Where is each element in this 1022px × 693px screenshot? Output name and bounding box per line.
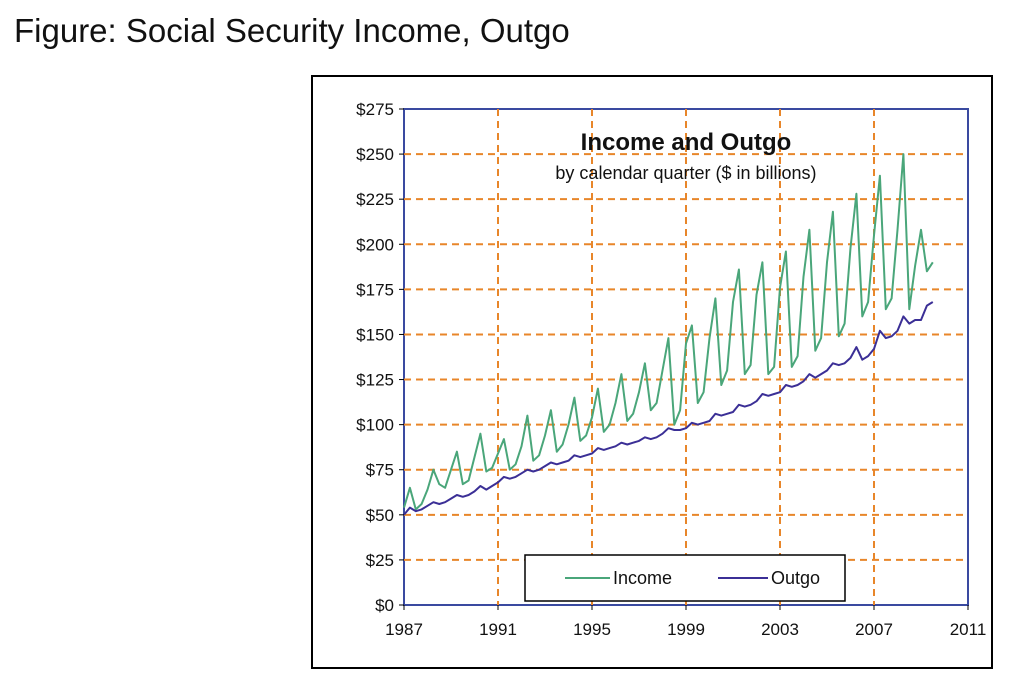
series-line-outgo [403, 301, 934, 516]
y-tick-label: $150 [356, 325, 394, 344]
x-tick-label: 2011 [950, 620, 987, 639]
y-tick-label: $75 [366, 461, 394, 480]
y-tick-label: $100 [356, 416, 394, 435]
x-tick-label: 1987 [385, 620, 423, 639]
series-line-income [403, 153, 934, 511]
y-tick-label: $25 [366, 551, 394, 570]
y-tick-label: $125 [356, 371, 394, 390]
y-tick-label: $175 [356, 280, 394, 299]
x-tick-label: 2003 [761, 620, 799, 639]
chart-frame: $0 $25 $50 $75 $100 $125 $150 $175 $200 $225 $250 $… [311, 75, 993, 669]
y-tick-label: $50 [366, 506, 394, 525]
x-tick-label: 1991 [479, 620, 517, 639]
y-tick-label: $200 [356, 235, 394, 254]
chart-subtitle: by calendar quarter ($ in billions) [555, 163, 816, 183]
y-tick-label: $275 [356, 100, 394, 119]
x-tick-label: 1999 [667, 620, 705, 639]
legend: Income Outgo [524, 554, 846, 602]
legend-outgo-label: Outgo [771, 568, 820, 588]
series-lines [403, 153, 934, 516]
y-tick-label: $250 [356, 145, 394, 164]
legend-income-label: Income [613, 568, 672, 588]
income-outgo-chart: $0 $25 $50 $75 $100 $125 $150 $175 $200 $225 $250 $… [356, 100, 986, 639]
y-tick-label: $0 [375, 596, 394, 615]
chart-title: Income and Outgo [581, 129, 792, 156]
x-tick-label: 1995 [573, 620, 611, 639]
y-tick-label: $225 [356, 190, 394, 209]
x-tick-label: 2007 [855, 620, 893, 639]
page-title: Figure: Social Security Income, Outgo [14, 12, 570, 49]
axis-ticks: $0 $25 $50 $75 $100 $125 $150 $175 $200 $225 $250 $… [356, 100, 986, 639]
